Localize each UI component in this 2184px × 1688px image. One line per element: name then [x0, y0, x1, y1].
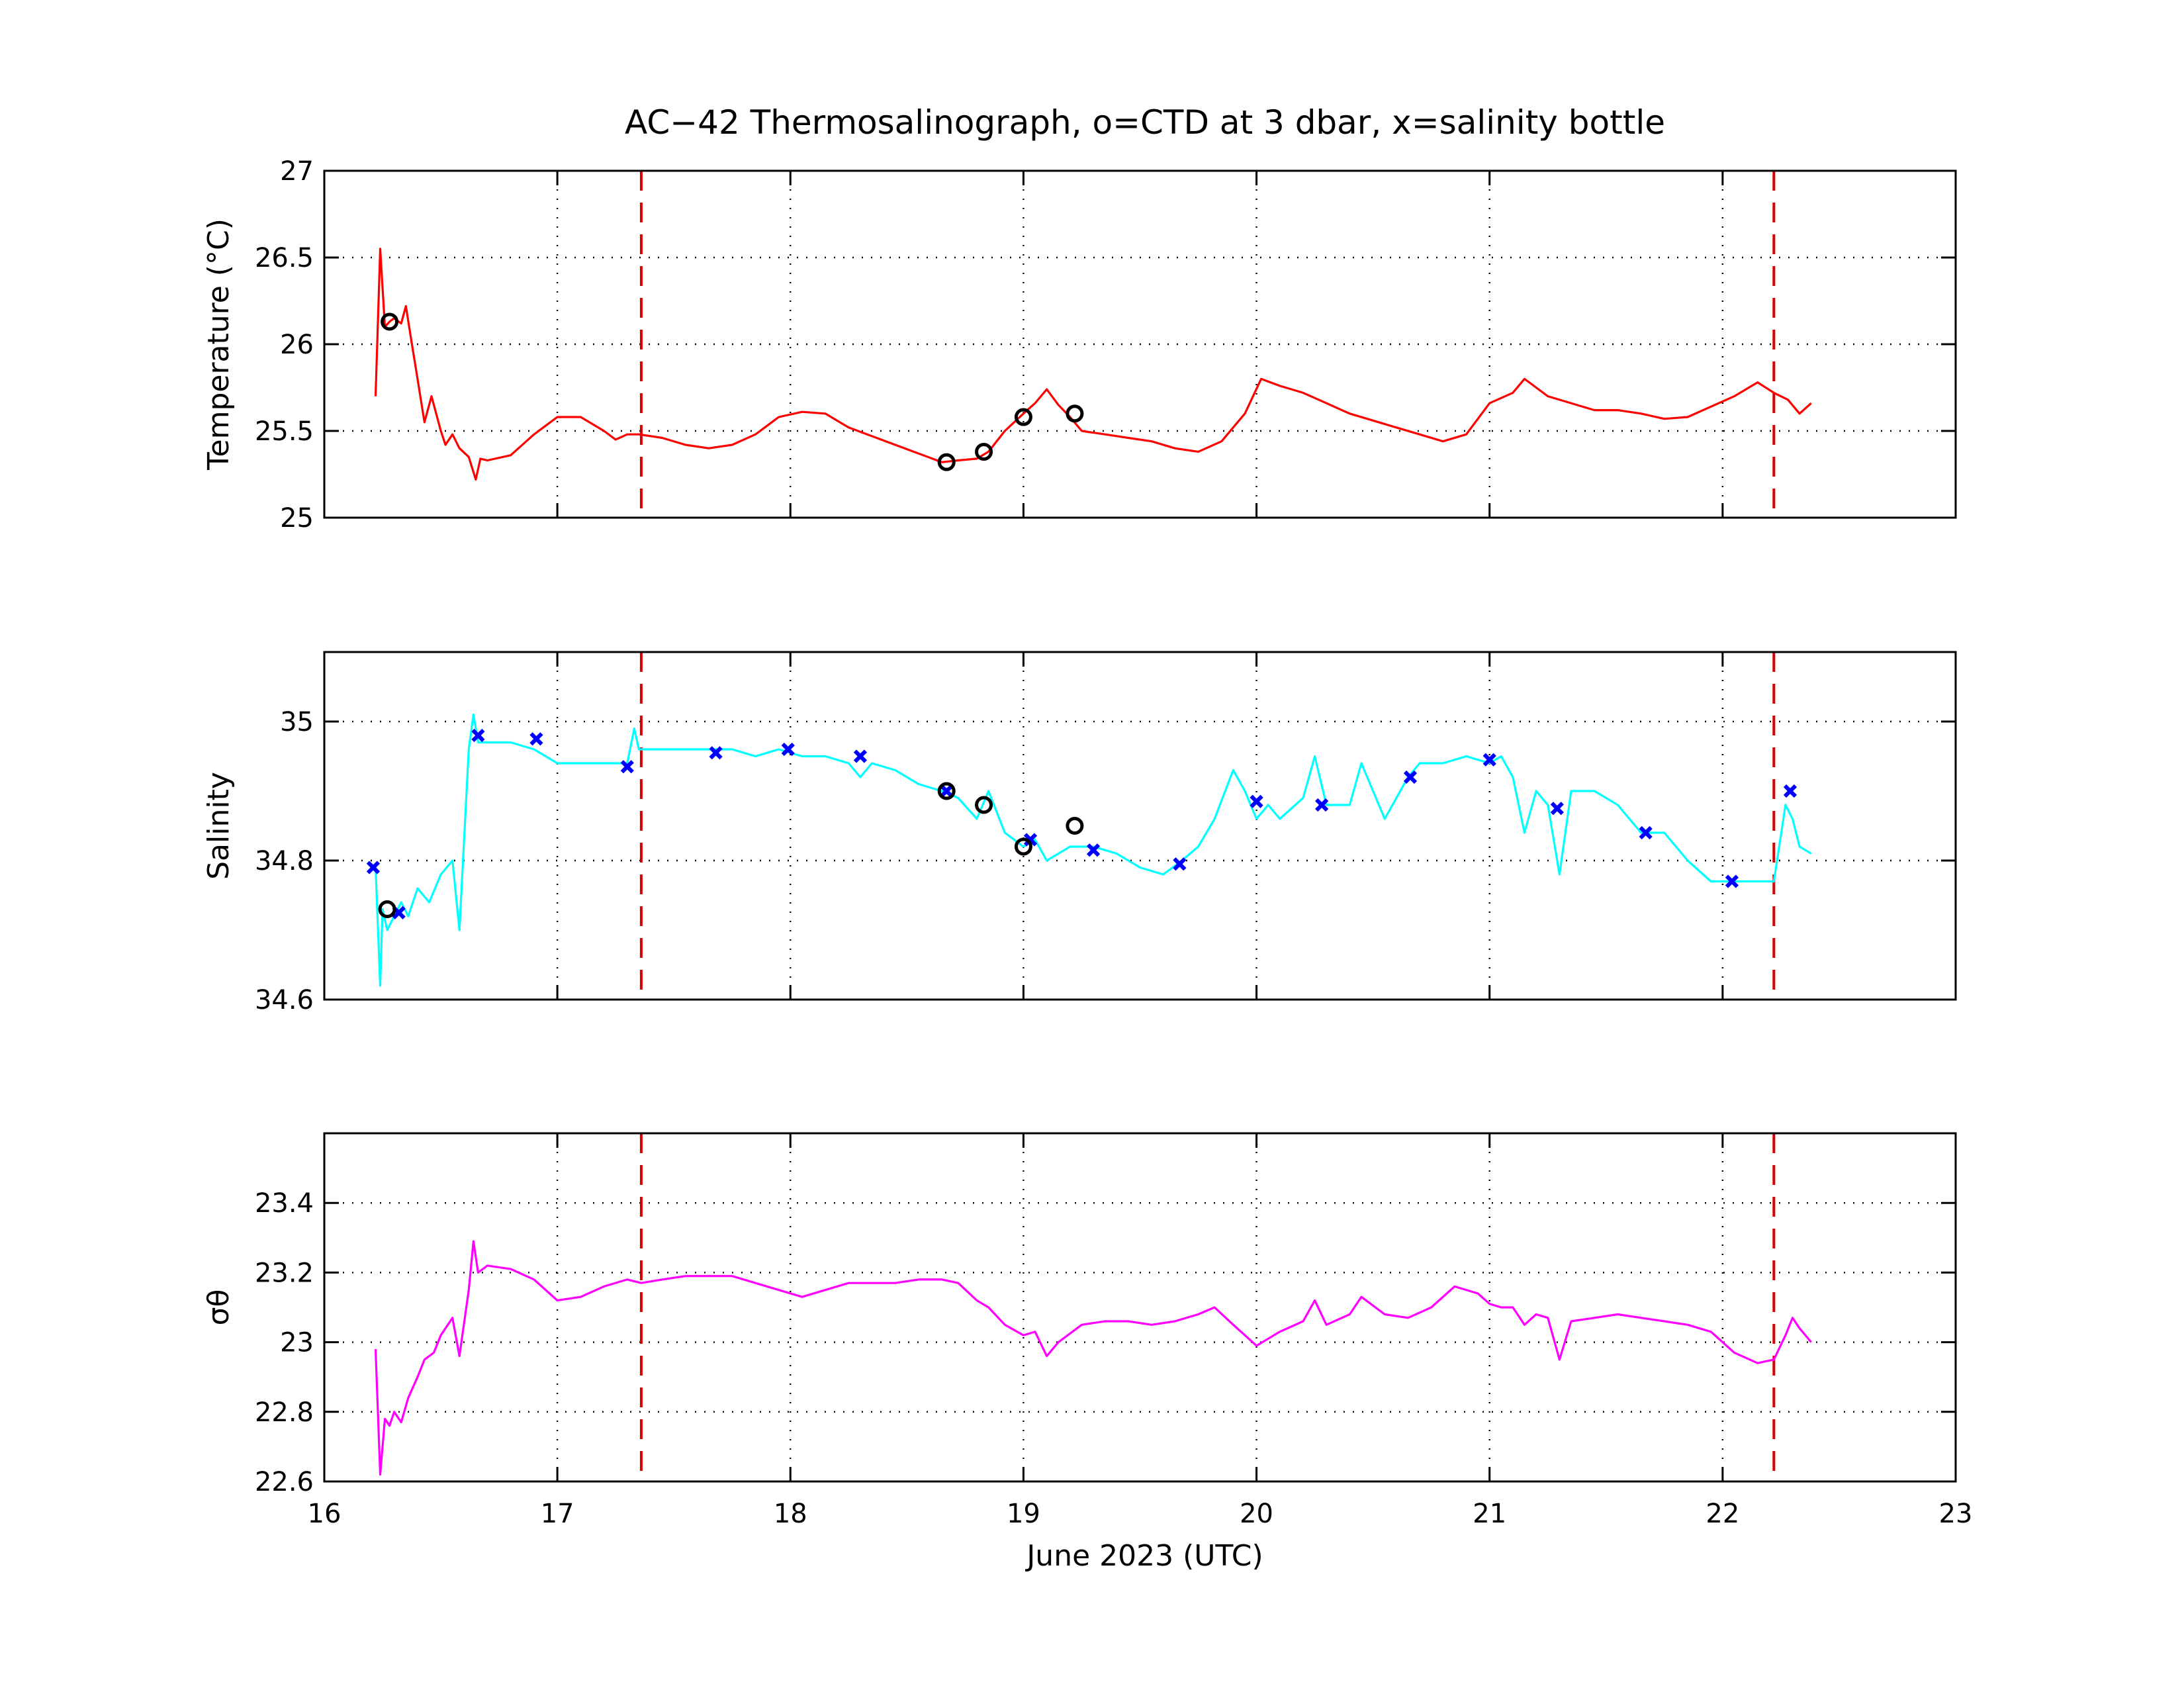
bottle-x-stroke [709, 746, 723, 760]
plot-area [324, 652, 1956, 1000]
y-tick-label: 22.8 [255, 1397, 314, 1428]
ctd-point [937, 453, 956, 471]
bottle-markers [366, 728, 1797, 919]
grid-lines [324, 1133, 1956, 1481]
bottle-point [529, 732, 543, 746]
panel-sigma_theta: 22.6 22.8 23 23.2 23.4 σθ 16 17 18 19 20 21 22 23 [202, 1132, 1973, 1529]
bottle-point [709, 746, 723, 760]
y-tick-label: 22.6 [255, 1467, 314, 1497]
y-tick-label: 27 [280, 156, 314, 187]
ctd-point [937, 782, 956, 800]
ctd-point [975, 442, 993, 461]
tick-marks [323, 169, 1957, 519]
bottle-x-stroke [366, 861, 381, 874]
y-tick-label: 23 [280, 1328, 314, 1358]
bottle-x-stroke [1023, 833, 1038, 847]
y-tick-label: 23.4 [255, 1188, 314, 1219]
series-line-temperature [374, 248, 1812, 481]
bottle-point [1023, 833, 1038, 847]
ctd-point [1066, 404, 1084, 423]
y-tick-label: 26 [280, 330, 314, 360]
bottle-x-stroke [1639, 825, 1653, 840]
x-tick-label: 16 [308, 1499, 341, 1529]
bottle-point [471, 728, 485, 743]
x-tick-label: 21 [1473, 1499, 1506, 1529]
bottle-point [1550, 802, 1564, 816]
figure-title: AC−42 Thermosalinograph, o=CTD at 3 dbar… [625, 103, 1665, 142]
panel-salinity: 34.6 34.8 35 Salinity [202, 651, 1957, 1015]
bottle-point [1725, 874, 1739, 888]
series-line-sigma_theta [374, 1240, 1812, 1476]
bottle-x-stroke [620, 760, 634, 774]
series-line-salinity [374, 713, 1812, 987]
bottle-x-stroke [1550, 802, 1564, 816]
bottle-x-stroke [1086, 843, 1101, 857]
y-tick-label: 34.6 [255, 985, 314, 1015]
ctd-point [1066, 817, 1084, 835]
plot-area [324, 1133, 1956, 1481]
bottle-point [1482, 753, 1496, 767]
x-tick-label: 22 [1706, 1499, 1739, 1529]
bottle-x-stroke [1250, 794, 1263, 808]
bottle-x-stroke [392, 906, 406, 919]
y-axis-label-sigma_theta: σθ [202, 1289, 236, 1326]
bottle-point [620, 760, 634, 774]
ctd-markers [378, 782, 1084, 918]
bottle-x-stroke [529, 732, 543, 746]
y-tick-label: 35 [280, 707, 314, 737]
bottle-point [1403, 770, 1418, 784]
bottle-x-stroke [1725, 874, 1739, 888]
y-tick-label: 25 [280, 503, 314, 534]
bottle-x-stroke [471, 728, 485, 743]
y-tick-label: 25.5 [255, 416, 314, 447]
bottle-x-stroke [1783, 784, 1797, 798]
ctd-point [1014, 837, 1032, 856]
ctd-point [378, 900, 396, 918]
y-tick-label: 26.5 [255, 243, 314, 273]
bottle-point [1250, 794, 1263, 808]
x-tick-label: 18 [774, 1499, 807, 1529]
bottle-x-stroke [1403, 770, 1418, 784]
x-tick-label: 19 [1007, 1499, 1040, 1529]
bottle-x-stroke [1315, 798, 1329, 812]
bottle-x-stroke [781, 742, 795, 757]
x-tick-label: 20 [1240, 1499, 1273, 1529]
bottle-point [366, 861, 381, 874]
bottle-point [940, 784, 954, 798]
y-tick-label: 34.8 [255, 846, 314, 876]
tick-marks [323, 1133, 1957, 1483]
ctd-point [975, 796, 993, 814]
y-axis-label-salinity: Salinity [202, 772, 236, 880]
bottle-point [1639, 825, 1653, 840]
axes-frame [323, 1132, 1957, 1483]
x-axis-label: June 2023 (UTC) [1024, 1539, 1263, 1573]
grid-lines [324, 652, 1956, 1000]
x-tick-label: 17 [541, 1499, 574, 1529]
ctd-point [1014, 408, 1032, 426]
bottle-point [853, 749, 868, 763]
bottle-x-stroke [1173, 857, 1187, 871]
panels: 25 25.5 26 26.5 27 Temperature (°C) 34.6 34.8 35… [202, 156, 1972, 1529]
bottle-point [1086, 843, 1101, 857]
bottle-x-stroke [940, 784, 954, 798]
bottle-point [781, 742, 795, 757]
grid-lines [324, 171, 1956, 518]
panel-temperature: 25 25.5 26 26.5 27 Temperature (°C) [202, 156, 1957, 534]
ctd-point [381, 312, 399, 331]
bottle-point [1173, 857, 1187, 871]
bottle-point [1783, 784, 1797, 798]
ctd-markers [381, 312, 1084, 471]
x-tick-label: 23 [1939, 1499, 1973, 1529]
axes-frame [323, 651, 1957, 1001]
bottle-point [1315, 798, 1329, 812]
y-tick-label: 23.2 [255, 1258, 314, 1288]
bottle-x-stroke [853, 749, 868, 763]
tick-marks [323, 652, 1957, 1001]
bottle-x-stroke [1482, 753, 1496, 767]
y-axis-label-temperature: Temperature (°C) [202, 218, 236, 471]
